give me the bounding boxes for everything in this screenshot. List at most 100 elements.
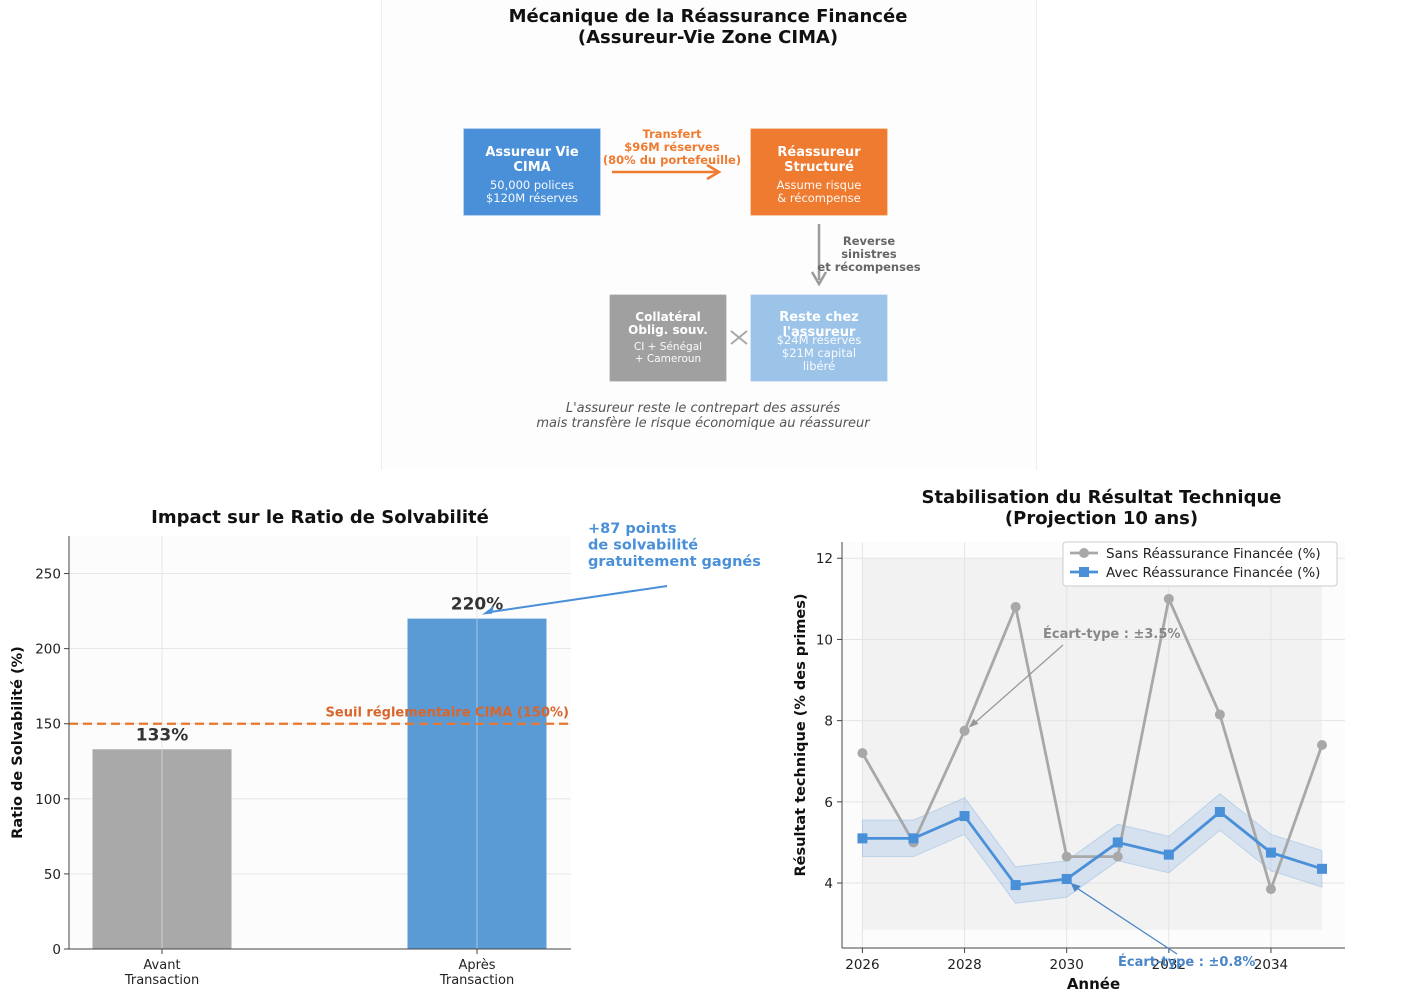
collateral-detail-line2: + Cameroun [634,353,702,365]
line-xtick-label: 2032 [1152,957,1186,973]
std-annotation-2: Écart-type : ±0.8% [1118,954,1255,970]
line-chart-title: Stabilisation du Résultat Technique [921,487,1281,508]
bar-ytick-label: 200 [35,642,61,658]
bar-xtick-label: Avant [143,958,180,973]
legend-marker-circle [1079,548,1089,558]
line-ylabel: Résultat technique (% des primes) [793,594,809,877]
bar-chart-title: Impact sur le Ratio de Solvabilité [151,507,489,528]
line-xtick-label: 2030 [1050,957,1084,973]
line-xlabel: Année [1067,975,1120,993]
std-annotation-1-arrowhead [968,718,979,728]
diagram-note-line1: L'assureur reste le contrepart des assur… [565,401,841,416]
series-2-point [959,811,970,822]
bar-2 [407,618,547,949]
series-1-point [1010,601,1021,612]
bar-annotation-line: +87 points [588,521,677,537]
insurer-box: Assureur Vie CIMA 50,000 polices $120M r… [463,128,601,216]
series-1-point [1214,709,1225,720]
series-1-point [857,748,868,759]
collateral-box: Collatéral Oblig. souv. CI + Sénégal + C… [609,294,727,382]
reinsurer-box: Réassureur Structuré Assume risque & réc… [750,128,888,216]
bar-annotation-arrowhead [482,605,494,615]
std-annotation-1: Écart-type : ±3.5% [1043,626,1180,642]
insurer-detail-line1: 50,000 polices [489,178,574,192]
return-arrow-head [810,271,828,287]
bar-ytick-label: 0 [52,942,61,958]
link-cross-b [730,330,748,345]
reinsurer-title-line1: Réassureur [777,145,861,160]
transfer-label-line1: Transfert [642,127,702,141]
line-ytick-label: 8 [824,714,833,730]
legend-marker-square [1079,567,1089,577]
transfer-label: Transfert $96M réserves (80% du portefeu… [592,128,752,167]
line-ytick-label: 10 [816,632,833,648]
legend-label: Sans Réassurance Financée (%) [1106,546,1321,562]
insurer-title-line2: CIMA [513,160,551,175]
bar-annotation-line: gratuitement gagnés [588,554,761,570]
diagram-note: L'assureur reste le contrepart des assur… [440,401,966,431]
threshold-label: Seuil réglementaire CIMA (150%) [326,706,569,721]
transfer-label-line2: $96M réserves [624,140,720,154]
remains-detail-line1: $24M réserves [776,333,862,347]
series-line-1 [861,594,1324,894]
reinsurer-detail-line1: Assume risque [776,178,862,192]
std-annotation-2-arrow [1073,885,1178,955]
diagram-panel [381,0,1037,470]
bar-ytick-label: 50 [44,867,61,883]
series-1-point [1317,740,1328,750]
series-2-point [1010,880,1021,891]
series-2-point [1112,837,1123,848]
return-label-line1: Reverse [842,234,896,248]
bar-annotation-line: de solvabilité [588,538,698,554]
bar-ytick-label: 100 [35,792,61,808]
bar-ytick-label: 150 [35,717,61,733]
line-shaded-region [862,558,1323,930]
bar-xtick-label: Transaction [439,973,514,988]
reinsurer-title-line2: Structuré [784,160,854,175]
series-2-point [1163,849,1174,860]
bar-1 [92,749,232,949]
reinsurer-detail-line2: & récompense [777,191,861,205]
line-ytick-label: 4 [824,876,833,892]
std-annotation-2-arrowhead [1070,882,1081,892]
bar-xtick-label: Après [459,958,496,973]
series-1-point [1112,851,1123,862]
remains-title-line2: l'assureur [782,325,856,340]
series-1-point [959,725,970,736]
series-1-point [1061,851,1072,862]
line-ytick-label: 12 [816,551,833,567]
return-label-line3: et récompenses [817,260,921,274]
diagram-title: Mécanique de la Réassurance Financée (As… [381,6,1035,48]
bar-annotation-arrow [485,585,668,614]
diagram-title-line1: Mécanique de la Réassurance Financée [508,6,908,27]
diagram-note-line2: mais transfère le risque économique au r… [536,416,870,431]
series-1-point [1265,884,1276,895]
remains-title-line1: Reste chez [779,310,859,325]
line-legend: Sans Réassurance Financée (%) Avec Réassu… [1062,541,1338,587]
bar-xtick-label: Transaction [124,973,199,988]
series-2-point [857,833,868,844]
collateral-detail-line1: CI + Sénégal [633,341,703,353]
insurer-title-line1: Assureur Vie [485,145,579,160]
bar-ytick-label: 250 [35,567,61,583]
transfer-label-line3: (80% du portefeuille) [602,153,742,167]
remains-box: Reste chez l'assureur $24M réserves $21M… [750,294,888,382]
transfer-arrow-head [706,163,722,181]
diagram-arrows [612,163,828,345]
line-ytick-label: 6 [824,795,833,811]
legend-box [1062,541,1338,587]
technical-result-line-chart: 4 6 8 10 12 2026 2028 2030 2032 2034 Stabilisation… [793,487,1345,993]
series-1-point [1163,593,1174,604]
line-xtick-label: 2034 [1254,957,1288,973]
remains-detail-line2: $21M capital [781,346,857,360]
line-xtick-label: 2028 [947,957,981,973]
solvency-bar-chart: 050100150200250133%AvantTransaction220%A… [10,507,761,988]
bar-data-label: 133% [136,725,189,745]
collateral-title-line2: Oblig. souv. [628,323,708,337]
series-2-point [1214,806,1225,817]
return-label-line2: sinistres [841,247,897,261]
series-2-point [1317,863,1328,874]
return-label: Reverse sinistres et récompenses [808,235,930,274]
line-chart-subtitle: (Projection 10 ans) [1005,508,1198,529]
line-xtick-label: 2026 [845,957,879,973]
